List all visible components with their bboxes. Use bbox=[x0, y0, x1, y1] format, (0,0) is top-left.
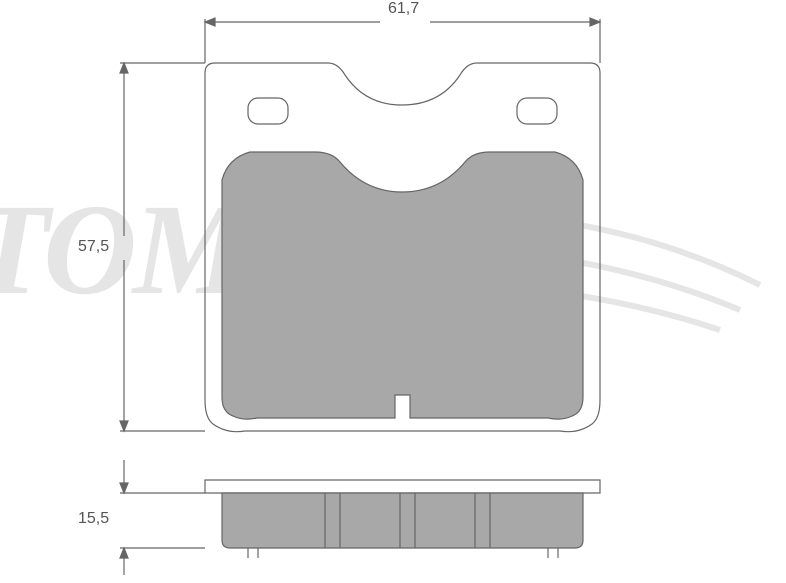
dim-thickness bbox=[120, 460, 205, 575]
dim-width bbox=[205, 18, 600, 63]
side-view bbox=[205, 480, 600, 558]
dim-height bbox=[120, 63, 205, 431]
brake-pad-drawing bbox=[0, 0, 786, 583]
front-view bbox=[205, 63, 600, 432]
